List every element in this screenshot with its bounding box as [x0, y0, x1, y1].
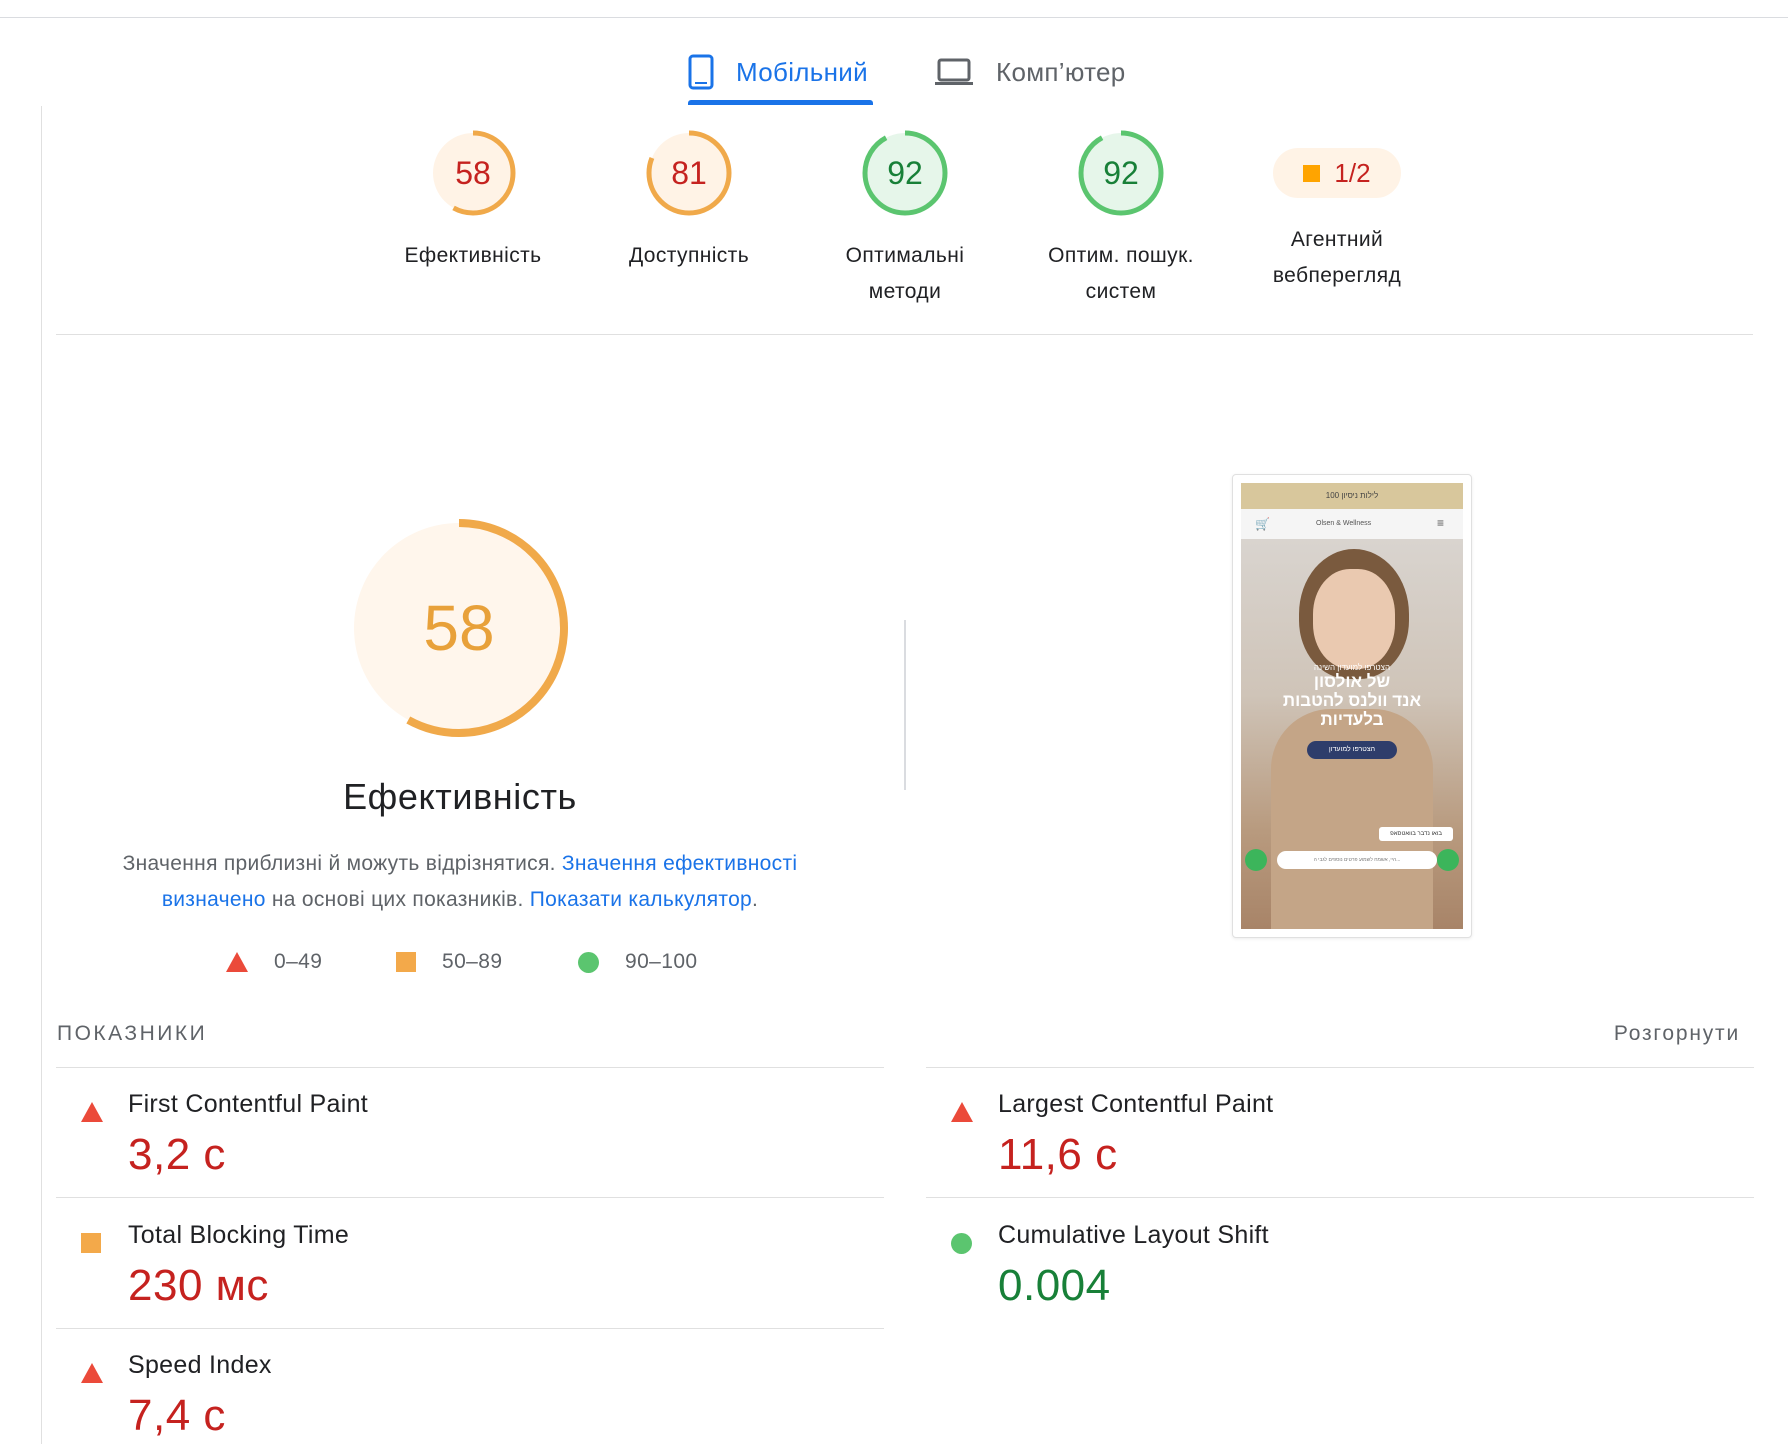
square-icon — [81, 1233, 101, 1253]
legend-fail: 0–49 — [226, 950, 322, 974]
tab-desktop[interactable]: Комп’ютер — [934, 38, 1134, 106]
performance-big-gauge — [350, 519, 568, 737]
tab-mobile[interactable]: Мобільний — [688, 38, 873, 106]
metric-value: 230 мс — [128, 1261, 269, 1310]
gauge-arc — [430, 130, 516, 216]
top-divider — [0, 17, 1788, 18]
calculator-link[interactable]: Показати калькулятор — [529, 888, 753, 911]
gauge-label-line2: систем — [1085, 280, 1157, 303]
whatsapp-icon — [1437, 849, 1459, 871]
metric-label: Largest Contentful Paint — [998, 1090, 1274, 1118]
active-tab-indicator — [688, 100, 873, 105]
gauge-performance[interactable]: 58 Ефективність — [373, 128, 573, 274]
desc-text: Значення приблизні й можуть відрізнятися… — [122, 852, 562, 875]
circle-icon — [951, 1233, 972, 1254]
metrics-divider — [56, 1197, 884, 1198]
metric-label: Total Blocking Time — [128, 1221, 350, 1249]
gauge-score: 81 — [671, 155, 707, 191]
gauge-label: Ефективність — [404, 244, 542, 267]
screenshot-image: 100 לילות ניסיון 🛒 Olsen & Wellness ≡ הצ… — [1241, 483, 1463, 929]
triangle-icon — [81, 1102, 103, 1122]
performance-title: Ефективність — [343, 776, 577, 817]
gauge-arc — [1078, 130, 1164, 216]
metric-value: 3,2 с — [128, 1130, 226, 1179]
hero-headline-2: אנד וולנס להטבות — [1282, 691, 1422, 710]
metrics-divider — [56, 1067, 884, 1068]
metrics-title: ПОКАЗНИКИ — [57, 1022, 208, 1045]
desc-text: . — [752, 888, 759, 911]
tab-desktop-label: Комп’ютер — [996, 56, 1126, 87]
section-divider — [56, 334, 1753, 335]
hero-cta-button: הצטרפו למועדון — [1307, 741, 1397, 759]
tab-mobile-label: Мобільний — [736, 56, 868, 87]
gauge-accessibility[interactable]: 81 Доступність — [589, 128, 789, 274]
metric-value: 7,4 с — [128, 1391, 226, 1440]
cart-icon: 🛒 — [1255, 517, 1270, 531]
report-panel — [41, 106, 1788, 1444]
device-tabs: Мобільний Комп’ютер — [0, 38, 1788, 106]
gauge-label-line2: вебперегляд — [1272, 264, 1402, 287]
gauge-score: 92 — [887, 155, 923, 191]
legend-range: 90–100 — [625, 950, 698, 973]
performance-description: Значення приблизні й можуть відрізнятися… — [90, 846, 830, 918]
triangle-icon — [951, 1102, 973, 1122]
triangle-icon — [226, 952, 248, 972]
legend-average: 50–89 — [396, 950, 502, 974]
hero-face — [1313, 569, 1395, 669]
gauge-label: Оптим. пошук. — [1048, 244, 1194, 267]
hero-text: הצטרפו למועדון השינה של אולסון אנד וולנס… — [1241, 663, 1463, 729]
chat-input: היי, אשמח לשמוע פרטים נוספים לגבי ה... — [1277, 851, 1437, 869]
square-icon — [1303, 164, 1321, 182]
screenshot-banner: 100 לילות ניסיון — [1241, 483, 1463, 509]
metrics-divider — [926, 1067, 1754, 1068]
big-gauge-arc — [350, 519, 568, 737]
expand-button[interactable]: Розгорнути — [1613, 1022, 1740, 1045]
hero-photo — [1241, 539, 1463, 929]
chat-label: בואו נדבר בוואטסאפ — [1379, 827, 1453, 841]
metric-value: 11,6 с — [998, 1130, 1118, 1179]
hero-headline-3: בלעדיות — [1320, 710, 1384, 729]
gauge-seo[interactable]: 92 Оптим. пошук. систем — [1021, 128, 1221, 310]
gauge-label: Доступність — [628, 244, 750, 267]
gauge-arc — [862, 130, 948, 216]
scoring-link[interactable]: Значення ефективності визначено — [161, 852, 798, 911]
gauge-label: Оптимальні — [845, 244, 965, 267]
gauge-score: 1/2 — [1334, 157, 1371, 188]
legend-range: 0–49 — [274, 950, 323, 973]
hero-headline-1: של אולסון — [1313, 672, 1391, 691]
screenshot-header: 🛒 Olsen & Wellness ≡ — [1241, 509, 1463, 539]
laptop-icon — [934, 57, 974, 87]
gauge-score: 58 — [455, 155, 491, 191]
gauge-label-line2: методи — [868, 280, 942, 303]
gauge-arc — [646, 130, 732, 216]
gauge-label: Агентний — [1290, 228, 1384, 251]
agentic-score-pill: 1/2 — [1273, 148, 1401, 198]
legend-pass: 90–100 — [578, 950, 697, 974]
metric-label: Speed Index — [128, 1351, 272, 1379]
screenshot-brand: Olsen & Wellness — [1316, 520, 1372, 527]
phone-call-icon — [1245, 849, 1267, 871]
vertical-separator — [904, 620, 906, 790]
gauge-agentic-browsing[interactable]: 1/2 Агентний вебперегляд — [1237, 128, 1437, 294]
phone-icon — [688, 54, 714, 90]
hero-small-text: הצטרפו למועדון השינה — [1313, 663, 1391, 672]
metric-value: 0.004 — [998, 1261, 1111, 1310]
legend-range: 50–89 — [442, 950, 503, 973]
gauge-score: 92 — [1103, 155, 1139, 191]
metrics-divider — [926, 1197, 1754, 1198]
gauge-best-practices[interactable]: 92 Оптимальні методи — [805, 128, 1005, 310]
circle-icon — [578, 951, 599, 973]
page-screenshot: 100 לילות ניסיון 🛒 Olsen & Wellness ≡ הצ… — [1232, 474, 1472, 938]
performance-score: 58 — [423, 592, 495, 664]
desc-text: на основі цих показників. — [265, 888, 530, 911]
metric-label: Cumulative Layout Shift — [998, 1221, 1269, 1249]
menu-icon: ≡ — [1437, 516, 1445, 530]
metrics-divider — [56, 1328, 884, 1329]
triangle-icon — [81, 1363, 103, 1383]
metric-label: First Contentful Paint — [128, 1090, 369, 1118]
square-icon — [396, 952, 416, 972]
